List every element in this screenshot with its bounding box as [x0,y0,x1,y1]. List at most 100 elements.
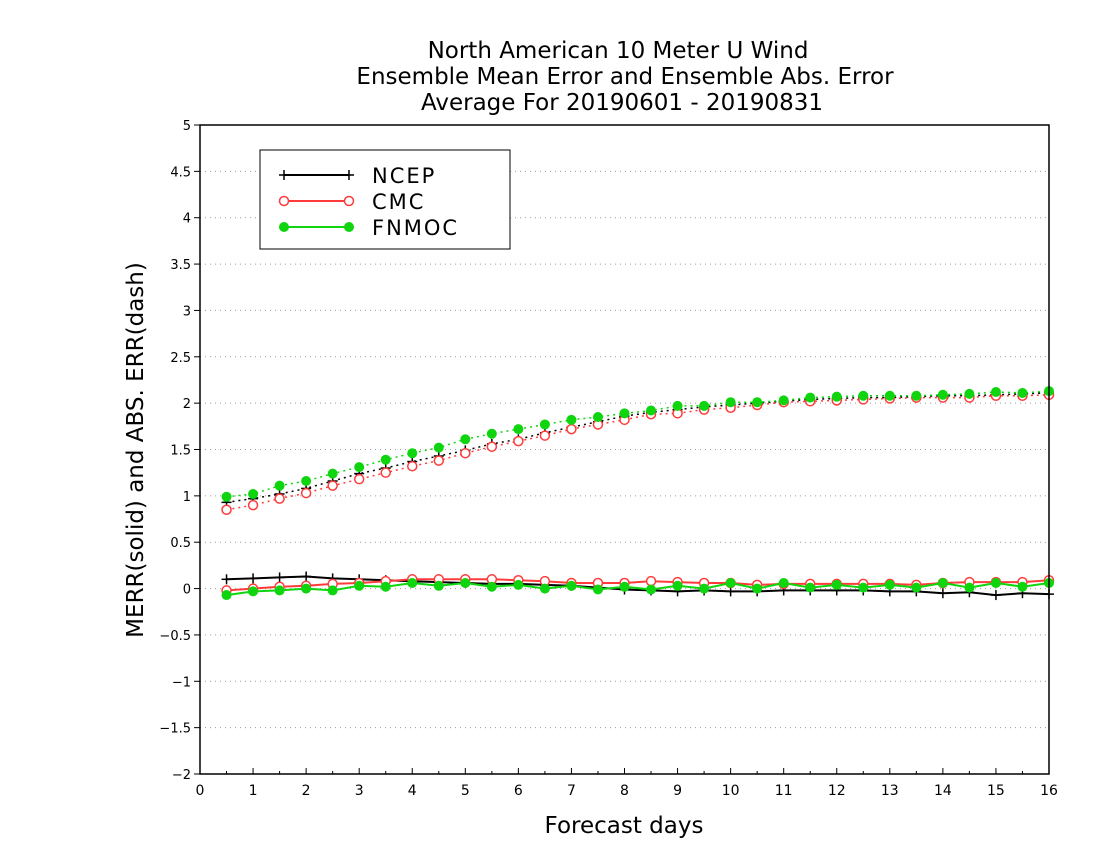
ncep-merr-point [990,590,1001,601]
fnmoc-abs-err-point [566,414,577,425]
fnmoc-merr-point [301,583,312,594]
x-tick-label: 7 [567,783,576,799]
fnmoc-abs-err-point [221,491,232,502]
ncep-merr-point [937,588,948,599]
legend-item-cmc: CMC [278,190,425,214]
fnmoc-abs-err-point [752,397,763,408]
legend-marker [344,170,354,180]
cmc-abs-err-point [327,480,338,491]
fnmoc-abs-err-point [858,390,869,401]
y-tick-label: −1 [172,675,191,690]
fnmoc-merr-point [672,580,683,591]
fnmoc-abs-err-point [301,476,312,487]
fnmoc-merr-point [354,580,365,591]
y-tick-label: −1.5 [159,722,191,737]
y-tick-label: 4 [183,212,191,227]
x-tick-label: 1 [249,783,258,799]
x-tick-label: 14 [934,783,952,799]
y-tick-label: 1.5 [170,444,191,459]
series-fnmoc [221,386,1054,601]
fnmoc-merr-point [964,582,975,593]
fnmoc-merr-point [248,586,259,597]
fnmoc-abs-err-point [380,454,391,465]
legend-marker [279,222,289,232]
x-tick-label: 15 [987,783,1005,799]
cmc-abs-err-point [433,455,445,466]
fnmoc-merr-point [805,582,816,593]
ncep-merr-point [248,573,259,584]
x-tick-label: 4 [408,783,417,799]
cmc-abs-err-point [221,504,232,516]
legend-marker [344,222,354,232]
series-cmc [221,389,1055,596]
cmc-abs-err-point [274,493,285,504]
x-tick-label: 0 [196,783,205,799]
fnmoc-abs-err-point [725,397,736,408]
fnmoc-abs-err-point [433,442,444,453]
x-tick-label: 3 [355,783,364,799]
fnmoc-merr-point [327,585,338,596]
fnmoc-abs-err-point [407,448,418,459]
grid-lines [200,170,1049,729]
series-ncep [221,387,1054,601]
series-layer [221,386,1055,601]
fnmoc-abs-err-point [646,405,657,416]
fnmoc-abs-err-point [778,395,789,406]
fnmoc-abs-err-line [226,390,1050,498]
fnmoc-merr-point [990,578,1001,589]
axes: −2−1.5−1−0.500.511.522.533.544.550 1 2 3 4 5 6… [159,119,1058,799]
fnmoc-abs-err-point [884,390,895,401]
ncep-merr-point [301,571,312,582]
fnmoc-abs-err-point [964,388,975,399]
fnmoc-merr-point [937,578,948,589]
fnmoc-merr-point [407,578,418,589]
fnmoc-merr-point [566,580,577,591]
cmc-abs-err-point [353,473,365,485]
fnmoc-abs-err-point [619,408,630,419]
fnmoc-merr-point [858,582,869,593]
x-tick-label: 8 [620,783,629,799]
x-tick-label: 5 [461,783,470,799]
y-tick-label: 0 [183,583,191,598]
fnmoc-merr-point [539,583,550,594]
cmc-abs-err-point [460,447,471,459]
y-tick-label: 5 [183,119,191,134]
y-tick-label: 3.5 [170,258,191,273]
chart-title-line-1: North American 10 Meter U Wind [428,38,809,64]
cmc-abs-err-point [539,430,551,441]
fnmoc-abs-err-point [911,390,922,401]
fnmoc-abs-err-point [539,419,550,430]
fnmoc-merr-point [380,581,391,592]
fnmoc-merr-point [619,581,630,592]
cmc-abs-err-point [566,423,577,435]
fnmoc-abs-err-point [248,489,259,500]
y-tick-label: 0.5 [170,536,191,551]
x-tick-label: 13 [881,783,899,799]
x-tick-label: 16 [1040,783,1058,799]
fnmoc-merr-point [1017,581,1028,592]
cmc-abs-err-point [513,435,524,447]
legend-marker [278,195,290,207]
x-tick-label: 11 [775,783,793,799]
cmc-abs-err-point [486,441,498,452]
y-tick-label: 2.5 [170,351,191,366]
x-tick-label: 10 [722,783,740,799]
fnmoc-merr-point [221,590,232,601]
fnmoc-abs-err-point [937,389,948,400]
legend-label: NCEP [372,164,436,188]
x-tick-label: 2 [302,783,311,799]
fnmoc-merr-point [752,583,763,594]
y-tick-label: 2 [183,397,191,412]
y-tick-label: −0.5 [159,629,191,644]
x-axis-label: Forecast days [545,813,704,839]
fnmoc-merr-point [460,578,471,589]
cmc-abs-err-point [407,460,418,472]
fnmoc-abs-err-point [672,400,683,411]
legend-label: CMC [372,190,425,214]
fnmoc-abs-err-point [460,434,471,445]
fnmoc-merr-point [486,581,497,592]
y-tick-label: −2 [172,768,191,783]
fnmoc-abs-err-point [699,400,710,411]
